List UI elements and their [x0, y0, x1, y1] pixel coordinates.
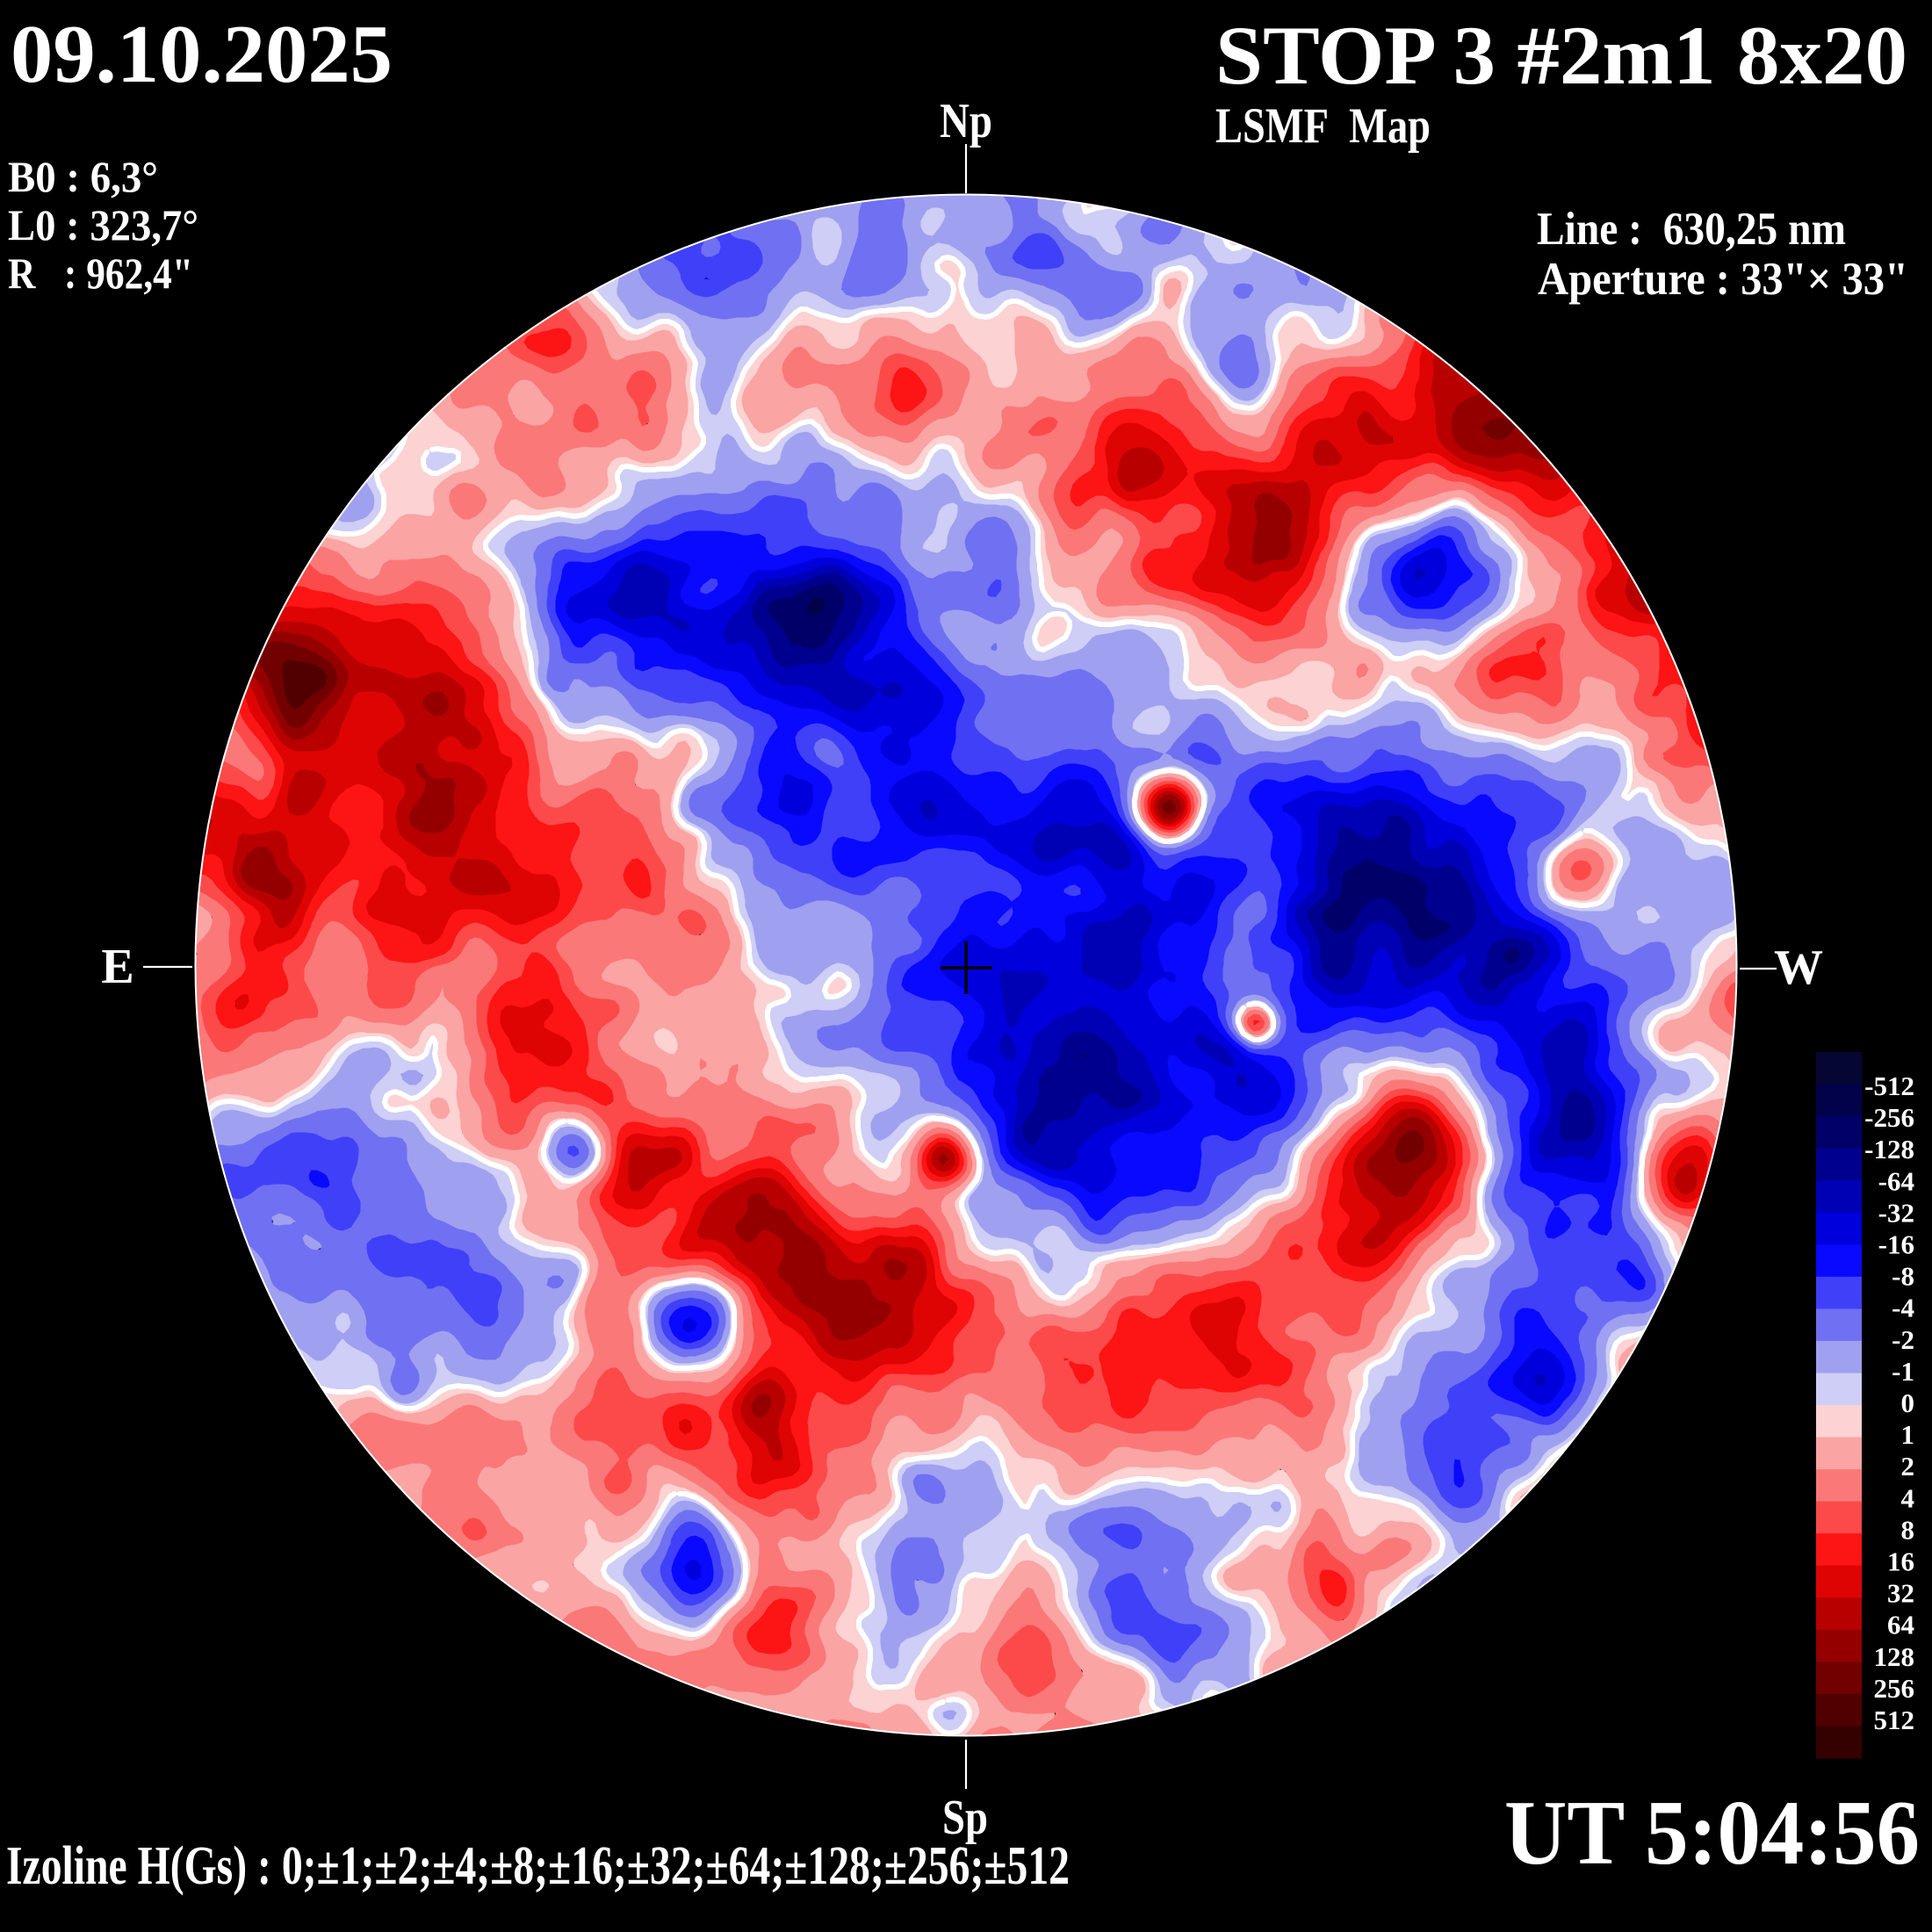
svg-text:L0 : 323,7°: L0 : 323,7° [8, 200, 198, 249]
svg-text:16: 16 [1887, 1546, 1914, 1577]
svg-text:-2: -2 [1892, 1324, 1914, 1355]
svg-text:-4: -4 [1892, 1293, 1914, 1323]
svg-text:32: 32 [1887, 1578, 1914, 1609]
svg-text:-32: -32 [1878, 1197, 1914, 1228]
svg-text:STOP 3 #2m1 8x20: STOP 3 #2m1 8x20 [1215, 9, 1907, 102]
svg-text:-128: -128 [1864, 1134, 1914, 1164]
svg-text:4: 4 [1901, 1482, 1915, 1513]
svg-text:256: 256 [1874, 1673, 1915, 1704]
svg-text:-64: -64 [1878, 1165, 1914, 1196]
svg-text:-8: -8 [1892, 1261, 1914, 1292]
svg-text:128: 128 [1874, 1641, 1915, 1672]
svg-text:64: 64 [1887, 1610, 1914, 1640]
svg-text:Aperture : 33"× 33": Aperture : 33"× 33" [1538, 254, 1908, 305]
svg-text:-512: -512 [1864, 1071, 1914, 1101]
svg-text:Izoline H(Gs) : 0;±1;±2;±4;±8;: Izoline H(Gs) : 0;±1;±2;±4;±8;±16;±32;±6… [6, 1836, 1070, 1896]
svg-text:Line : 630,25 nm: Line : 630,25 nm [1537, 204, 1846, 255]
svg-text:-256: -256 [1864, 1102, 1914, 1133]
svg-text:LSMF Map: LSMF Map [1215, 98, 1431, 154]
svg-text:UT 5:04:56: UT 5:04:56 [1504, 1781, 1920, 1884]
svg-text:R : 962,4": R : 962,4" [8, 249, 193, 298]
svg-text:-16: -16 [1878, 1229, 1914, 1260]
svg-text:Np: Np [940, 94, 992, 148]
svg-text:-1: -1 [1892, 1356, 1914, 1387]
svg-text:Sp: Sp [942, 1791, 988, 1845]
svg-text:1: 1 [1901, 1419, 1915, 1450]
svg-text:E: E [101, 940, 133, 994]
svg-text:09.10.2025: 09.10.2025 [11, 9, 393, 100]
svg-text:8: 8 [1901, 1514, 1915, 1545]
svg-text:W: W [1774, 941, 1823, 995]
svg-text:512: 512 [1874, 1705, 1915, 1735]
svg-text:B0 : 6,3°: B0 : 6,3° [8, 152, 158, 201]
svg-text:2: 2 [1901, 1451, 1915, 1481]
svg-text:0: 0 [1901, 1388, 1915, 1418]
